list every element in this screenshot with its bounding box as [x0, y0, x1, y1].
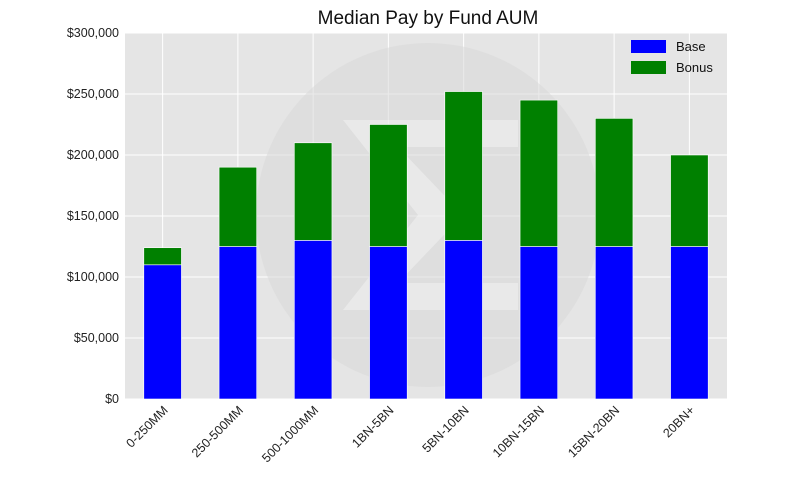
bar-base-1BN-5BN: [369, 246, 408, 400]
x-tick-label: 5BN-10BN: [420, 403, 472, 455]
bar-base-250-500MM: [218, 246, 257, 400]
y-tick-label: $50,000: [74, 331, 119, 345]
bar-bonus-500-1000MM: [294, 142, 333, 241]
x-axis: 0-250MM 250-500MM 500-1000MM 1BN-5BN 5BN-10B…: [124, 403, 698, 465]
bar-bonus-0-250MM: [143, 247, 182, 266]
legend[interactable]: Base Bonus: [631, 39, 713, 75]
bar-bonus-5BN-10BN: [444, 91, 483, 241]
bar-bonus-10BN-15BN: [519, 99, 558, 247]
bar-base-15BN-20BN: [595, 246, 634, 400]
x-tick-label: 20BN+: [660, 403, 697, 440]
y-tick-label: $250,000: [67, 87, 119, 101]
bar-base-5BN-10BN: [444, 240, 483, 400]
y-axis: $0 $50,000 $100,000 $150,000 $200,000 $250,00…: [67, 26, 119, 406]
legend-label: Bonus: [676, 60, 713, 75]
legend-item-bonus[interactable]: Bonus: [631, 60, 713, 75]
y-tick-label: $100,000: [67, 270, 119, 284]
bar-bonus-20BN+: [670, 154, 709, 247]
y-tick-label: $150,000: [67, 209, 119, 223]
x-tick-label: 0-250MM: [124, 403, 171, 450]
legend-label: Base: [676, 39, 706, 54]
chart-title: Median Pay by Fund AUM: [318, 8, 539, 29]
bars-group: [143, 91, 709, 400]
x-tick-label: 1BN-5BN: [349, 403, 396, 450]
bar-bonus-1BN-5BN: [369, 124, 408, 247]
bar-base-10BN-15BN: [519, 246, 558, 400]
y-tick-label: $200,000: [67, 148, 119, 162]
watermark-circle: [256, 43, 600, 387]
y-tick-label: $300,000: [67, 26, 119, 40]
legend-swatch: [631, 40, 666, 53]
x-tick-label: 250-500MM: [189, 403, 246, 460]
legend-swatch: [631, 61, 666, 74]
x-tick-label: 500-1000MM: [259, 403, 321, 465]
bar-base-0-250MM: [143, 264, 182, 400]
y-tick-label: $0: [105, 392, 119, 406]
bar-base-500-1000MM: [294, 240, 333, 400]
bar-base-20BN+: [670, 246, 709, 400]
bar-bonus-250-500MM: [218, 166, 257, 247]
legend-item-base[interactable]: Base: [631, 39, 706, 54]
x-tick-label: 15BN-20BN: [565, 403, 622, 460]
x-tick-label: 10BN-15BN: [490, 403, 547, 460]
bar-bonus-15BN-20BN: [595, 118, 634, 247]
